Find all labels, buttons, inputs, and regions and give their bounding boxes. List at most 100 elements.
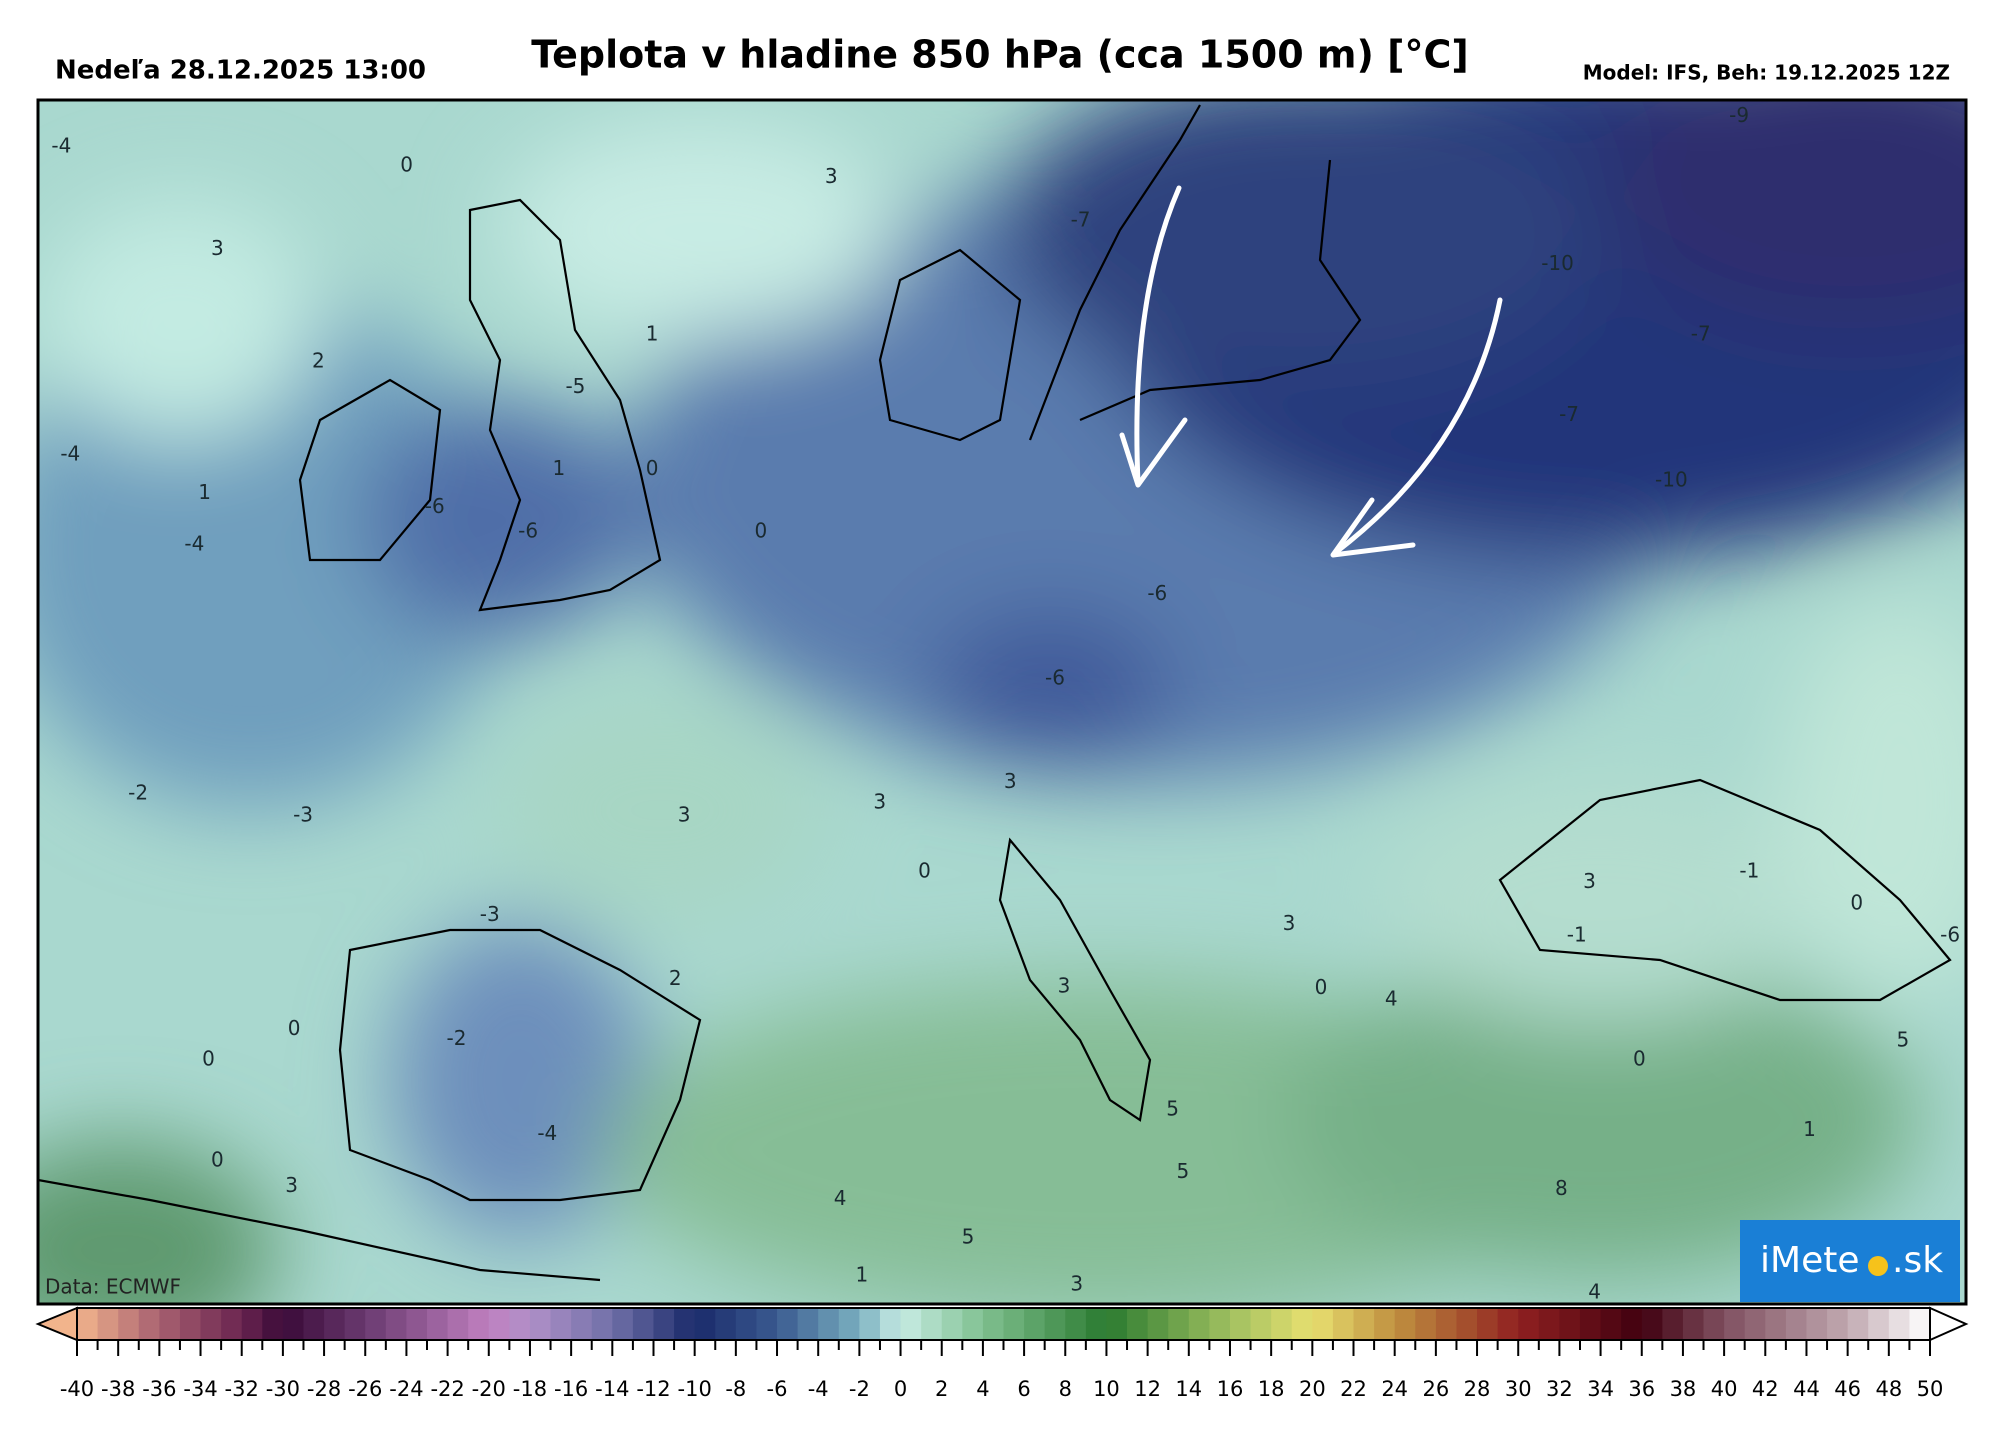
colorbar-segment	[1682, 1308, 1705, 1340]
colorbar-segment	[1847, 1308, 1869, 1340]
colorbar-segment	[1600, 1308, 1622, 1340]
colorbar-segment	[941, 1308, 963, 1340]
colorbar-tick-label: -12	[636, 1377, 670, 1401]
logo-sun	[1868, 1256, 1888, 1276]
colorbar-segment	[1271, 1308, 1293, 1340]
colorbar-segment	[385, 1308, 408, 1340]
temperature-label: 5	[1166, 1096, 1179, 1120]
colorbar-tick-label: 10	[1093, 1377, 1120, 1401]
colorbar-segment	[571, 1308, 593, 1340]
colorbar-segment	[1250, 1308, 1272, 1340]
colorbar-tick-label: -20	[472, 1377, 506, 1401]
arrow	[1332, 297, 1503, 556]
colorbar-tick-label: 22	[1340, 1377, 1367, 1401]
colorbar-tick-label: -18	[513, 1377, 547, 1401]
colorbar-tick-label: -28	[307, 1377, 341, 1401]
colorbar-segment	[1477, 1308, 1499, 1340]
arrow	[1134, 185, 1182, 486]
colorbar-segment	[324, 1308, 346, 1340]
temperature-label: -3	[293, 802, 313, 826]
temperature-label: 3	[1070, 1272, 1083, 1296]
temperature-label: 0	[288, 1016, 301, 1040]
temperature-label: -4	[537, 1121, 557, 1145]
temperature-label: 0	[400, 153, 413, 177]
colorbar-segment	[406, 1308, 428, 1340]
colorbar-segment	[262, 1308, 284, 1340]
colorbar-segment	[591, 1308, 613, 1340]
colorbar-segment	[1188, 1308, 1210, 1340]
temperature-label: -1	[1739, 859, 1759, 883]
colorbar-segment	[344, 1308, 366, 1340]
temperature-label: -7	[1559, 402, 1579, 426]
flow-arrows	[1119, 185, 1503, 558]
temperature-label: 5	[1896, 1027, 1909, 1051]
temperature-label: 8	[1555, 1176, 1568, 1200]
colorbar-segment	[1353, 1308, 1375, 1340]
colorbar-segment	[1456, 1308, 1478, 1340]
colorbar-tick-label: 14	[1175, 1377, 1202, 1401]
colorbar-tick-label: 12	[1134, 1377, 1161, 1401]
temperature-label: -5	[565, 374, 585, 398]
temperature-label: 0	[211, 1148, 224, 1172]
colorbar-tick-label: 48	[1875, 1377, 1902, 1401]
colorbar-segment	[1868, 1308, 1890, 1340]
colorbar-tick-label: 6	[1017, 1377, 1030, 1401]
temperature-label: -6	[1045, 666, 1065, 690]
temperature-label: 3	[285, 1173, 298, 1197]
temperature-label: -6	[1940, 923, 1960, 947]
colorbar-segment	[818, 1308, 840, 1340]
colorbar-segment	[674, 1308, 696, 1340]
temperature-label: 4	[834, 1186, 847, 1210]
colorbar-segment	[1559, 1308, 1581, 1340]
temperature-label: -4	[60, 442, 80, 466]
colorbar-segment	[1703, 1308, 1725, 1340]
map-frame	[36, 98, 1968, 1306]
colorbar-segment	[1127, 1308, 1149, 1340]
colorbar-segment	[1827, 1308, 1849, 1340]
arrow-head	[1330, 497, 1416, 558]
colorbar-segment	[303, 1308, 325, 1340]
colorbar-segment	[1044, 1308, 1066, 1340]
temperature-label: 2	[312, 348, 325, 372]
colorbar-tick-label: -16	[554, 1377, 588, 1401]
forecast-date: Nedeľa 28.12.2025 13:00	[55, 56, 426, 86]
colorbar-segment	[715, 1308, 737, 1340]
colorbar-segment	[1497, 1308, 1519, 1340]
colorbar-segment	[1621, 1308, 1643, 1340]
colorbar-segment	[1641, 1308, 1663, 1340]
temperature-label: -1	[1567, 923, 1587, 947]
colorbar-tick-label: -14	[595, 1377, 629, 1401]
temperature-label: -10	[1541, 251, 1574, 275]
colorbar-segment	[1229, 1308, 1252, 1340]
colorbar-segment	[1312, 1308, 1334, 1340]
colorbar-segment	[365, 1308, 387, 1340]
temperature-label: 0	[1633, 1047, 1646, 1071]
colorbar-segment	[632, 1308, 655, 1340]
colorbar-segment	[1374, 1308, 1396, 1340]
temperature-label: -10	[1655, 467, 1688, 491]
colorbar-segment	[1085, 1308, 1108, 1340]
temperature-label: 3	[1583, 869, 1596, 893]
colorbar-segment	[488, 1308, 510, 1340]
colorbar: -40 -38 -36 -34 -32 -30 -28 -26 -24 -22 -20 -18 -16-…	[35, 1306, 1969, 1401]
temperature-label: -2	[128, 781, 148, 805]
colorbar-segment	[1662, 1308, 1684, 1340]
colorbar-segment	[1147, 1308, 1169, 1340]
temperature-label: 3	[825, 164, 838, 188]
colorbar-end-low	[35, 1306, 78, 1342]
temperature-label: 5	[1176, 1159, 1189, 1183]
colorbar-tick-label: 40	[1711, 1377, 1738, 1401]
temperature-label: 0	[1850, 891, 1863, 915]
colorbar-tick-label: -22	[430, 1377, 464, 1401]
colorbar-end-high	[1929, 1306, 1969, 1342]
colorbar-tick-label: 28	[1464, 1377, 1491, 1401]
colorbar-segment	[612, 1308, 634, 1340]
colorbar-tick-label: 46	[1834, 1377, 1861, 1401]
colorbar-segment	[97, 1308, 119, 1340]
temperature-label: 5	[962, 1224, 975, 1248]
colorbar-tick-label: -30	[266, 1377, 300, 1401]
colorbar-segment	[159, 1308, 181, 1340]
temperature-label: -6	[425, 494, 445, 518]
colorbar-segment	[1394, 1308, 1416, 1340]
